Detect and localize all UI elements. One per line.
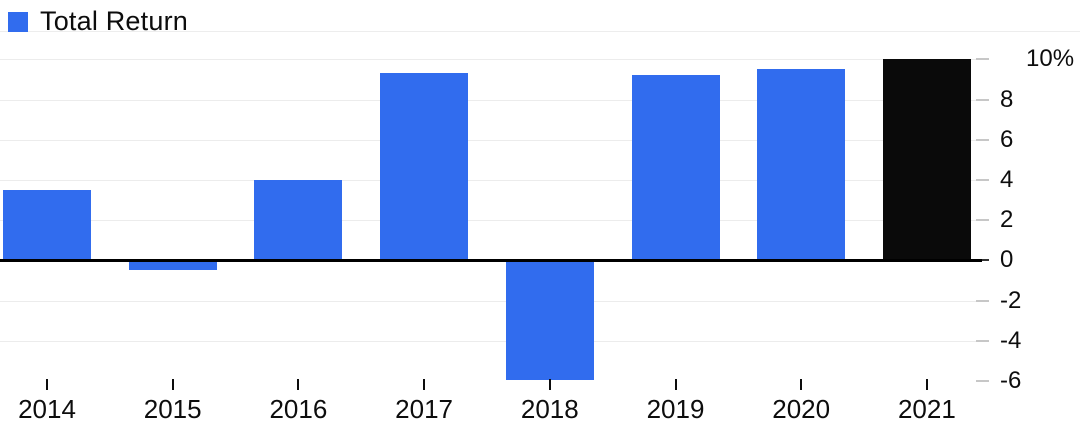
x-axis-tick-2017 [423, 379, 426, 390]
bar-2021 [882, 59, 971, 261]
bar-2020 [757, 69, 846, 261]
legend-label: Total Return [40, 6, 188, 36]
gridline-y10 [0, 59, 982, 61]
bar-2017 [380, 73, 469, 261]
y-axis-label-0: 0 [1000, 246, 1014, 274]
bar-2018 [505, 261, 594, 381]
gridline-y4 [0, 179, 982, 181]
y-axis-label--4: -4 [1000, 326, 1022, 354]
y-axis-tick-6 [976, 138, 989, 141]
bar-2016 [254, 179, 343, 261]
y-axis-label-10%: 10% [1026, 45, 1075, 73]
x-axis-label-2019: 2019 [646, 394, 705, 424]
y-axis-tick-10% [976, 58, 989, 61]
y-axis-label-6: 6 [1000, 125, 1014, 153]
x-axis-label-2017: 2017 [395, 394, 454, 424]
x-axis-label-2021: 2021 [897, 394, 956, 424]
x-axis-label-2020: 2020 [772, 394, 831, 424]
gridline-y8 [0, 99, 982, 101]
x-axis-label-2014: 2014 [18, 394, 76, 424]
y-axis-label-8: 8 [1000, 85, 1014, 113]
x-axis-tick-2021 [925, 379, 928, 390]
x-axis-label-2015: 2015 [143, 394, 202, 424]
y-axis-label--2: -2 [1000, 286, 1022, 314]
legend-swatch-icon [8, 11, 28, 32]
y-axis-tick-2 [976, 219, 989, 222]
y-axis-tick-4 [976, 178, 989, 181]
x-axis-tick-2019 [674, 379, 677, 390]
gridline-y-4 [0, 340, 982, 342]
x-axis-tick-2020 [800, 379, 803, 390]
plot-top-border [0, 31, 1080, 32]
zero-axis-line [0, 258, 982, 262]
x-axis-tick-2018 [548, 379, 551, 390]
x-axis-tick-2015 [171, 379, 174, 390]
x-axis-label-2016: 2016 [269, 394, 328, 424]
bar-2014 [3, 189, 91, 261]
bar-2019 [631, 75, 720, 261]
y-axis-tick--6 [976, 379, 989, 382]
gridline-y2 [0, 220, 982, 222]
chart-legend: Total Return [8, 6, 188, 37]
bar-2015 [128, 261, 217, 270]
y-axis-tick-8 [976, 98, 989, 101]
y-axis-label-4: 4 [1000, 165, 1014, 193]
y-axis-tick--4 [976, 339, 989, 342]
x-axis-tick-2014 [46, 379, 48, 390]
y-axis-label-2: 2 [1000, 206, 1014, 234]
y-axis-tick--2 [976, 299, 989, 302]
x-axis-tick-2016 [297, 379, 300, 390]
gridline-y-2 [0, 300, 982, 302]
y-axis-tick-0 [976, 259, 989, 262]
y-axis-label--6: -6 [1000, 366, 1022, 394]
gridline-y6 [0, 139, 982, 141]
x-axis-label-2018: 2018 [520, 394, 579, 424]
